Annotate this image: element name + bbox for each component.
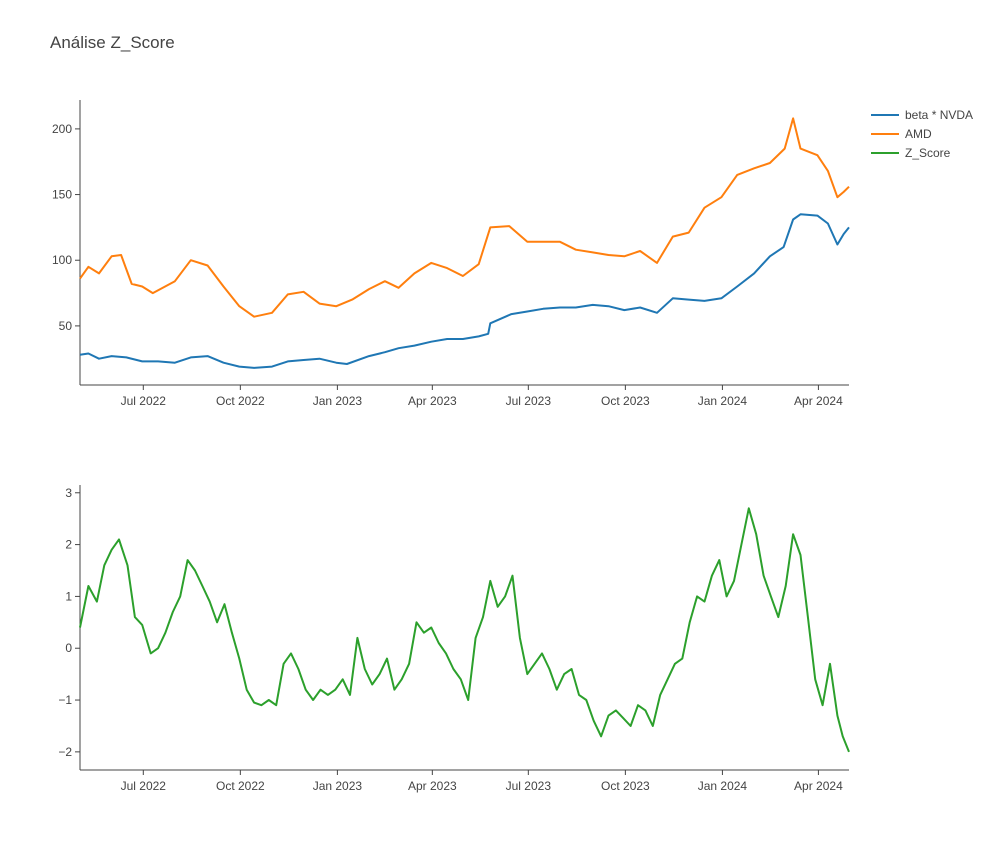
x-tick-label: Apr 2023 bbox=[408, 394, 457, 408]
y-tick-label: 200 bbox=[52, 122, 72, 136]
x-tick-label: Jan 2024 bbox=[698, 779, 748, 793]
price-panel: 50 100 150 200 Jul 2022 Oct 2022 Jan 2023 Apr 2… bbox=[52, 100, 850, 408]
y-tick-label: 100 bbox=[52, 253, 72, 267]
legend-label: AMD bbox=[905, 127, 932, 141]
legend-label: beta * NVDA bbox=[905, 108, 973, 122]
y-tick-label: 50 bbox=[59, 319, 73, 333]
x-tick-label: Apr 2023 bbox=[408, 779, 457, 793]
legend[interactable]: beta * NVDA AMD Z_Score bbox=[871, 108, 973, 160]
y-tick-label: −1 bbox=[58, 693, 72, 707]
x-tick-label: Jul 2022 bbox=[121, 394, 167, 408]
y-tick-label: 3 bbox=[65, 486, 72, 500]
y-tick-label: 0 bbox=[65, 641, 72, 655]
x-tick-label: Apr 2024 bbox=[794, 394, 843, 408]
x-tick-label: Jul 2022 bbox=[121, 779, 167, 793]
y-tick-label: 150 bbox=[52, 188, 72, 202]
x-tick-label: Apr 2024 bbox=[794, 779, 843, 793]
series-line-amd[interactable] bbox=[79, 117, 850, 318]
legend-item[interactable]: beta * NVDA bbox=[871, 108, 973, 122]
x-tick-label: Jan 2024 bbox=[698, 394, 748, 408]
y-tick-label: 2 bbox=[65, 538, 72, 552]
x-tick-label: Jul 2023 bbox=[506, 394, 552, 408]
chart-title: Análise Z_Score bbox=[50, 33, 175, 52]
legend-item[interactable]: AMD bbox=[871, 127, 932, 141]
x-tick-label: Oct 2022 bbox=[216, 779, 265, 793]
zscore-panel: 3 2 1 0 −1 −2 Jul 2022 Oct 2022 Jan 2023 Apr 2023… bbox=[58, 485, 850, 793]
x-tick-label: Oct 2022 bbox=[216, 394, 265, 408]
series-line-beta-nvda[interactable] bbox=[79, 213, 850, 369]
x-tick-label: Jan 2023 bbox=[313, 779, 363, 793]
y-tick-label: −2 bbox=[58, 745, 72, 759]
y-tick-label: 1 bbox=[65, 589, 72, 603]
legend-label: Z_Score bbox=[905, 146, 951, 160]
legend-item[interactable]: Z_Score bbox=[871, 146, 951, 160]
x-tick-label: Oct 2023 bbox=[601, 394, 650, 408]
x-tick-label: Jul 2023 bbox=[506, 779, 552, 793]
x-tick-label: Jan 2023 bbox=[313, 394, 363, 408]
x-tick-label: Oct 2023 bbox=[601, 779, 650, 793]
series-line-z-score[interactable] bbox=[79, 507, 850, 753]
